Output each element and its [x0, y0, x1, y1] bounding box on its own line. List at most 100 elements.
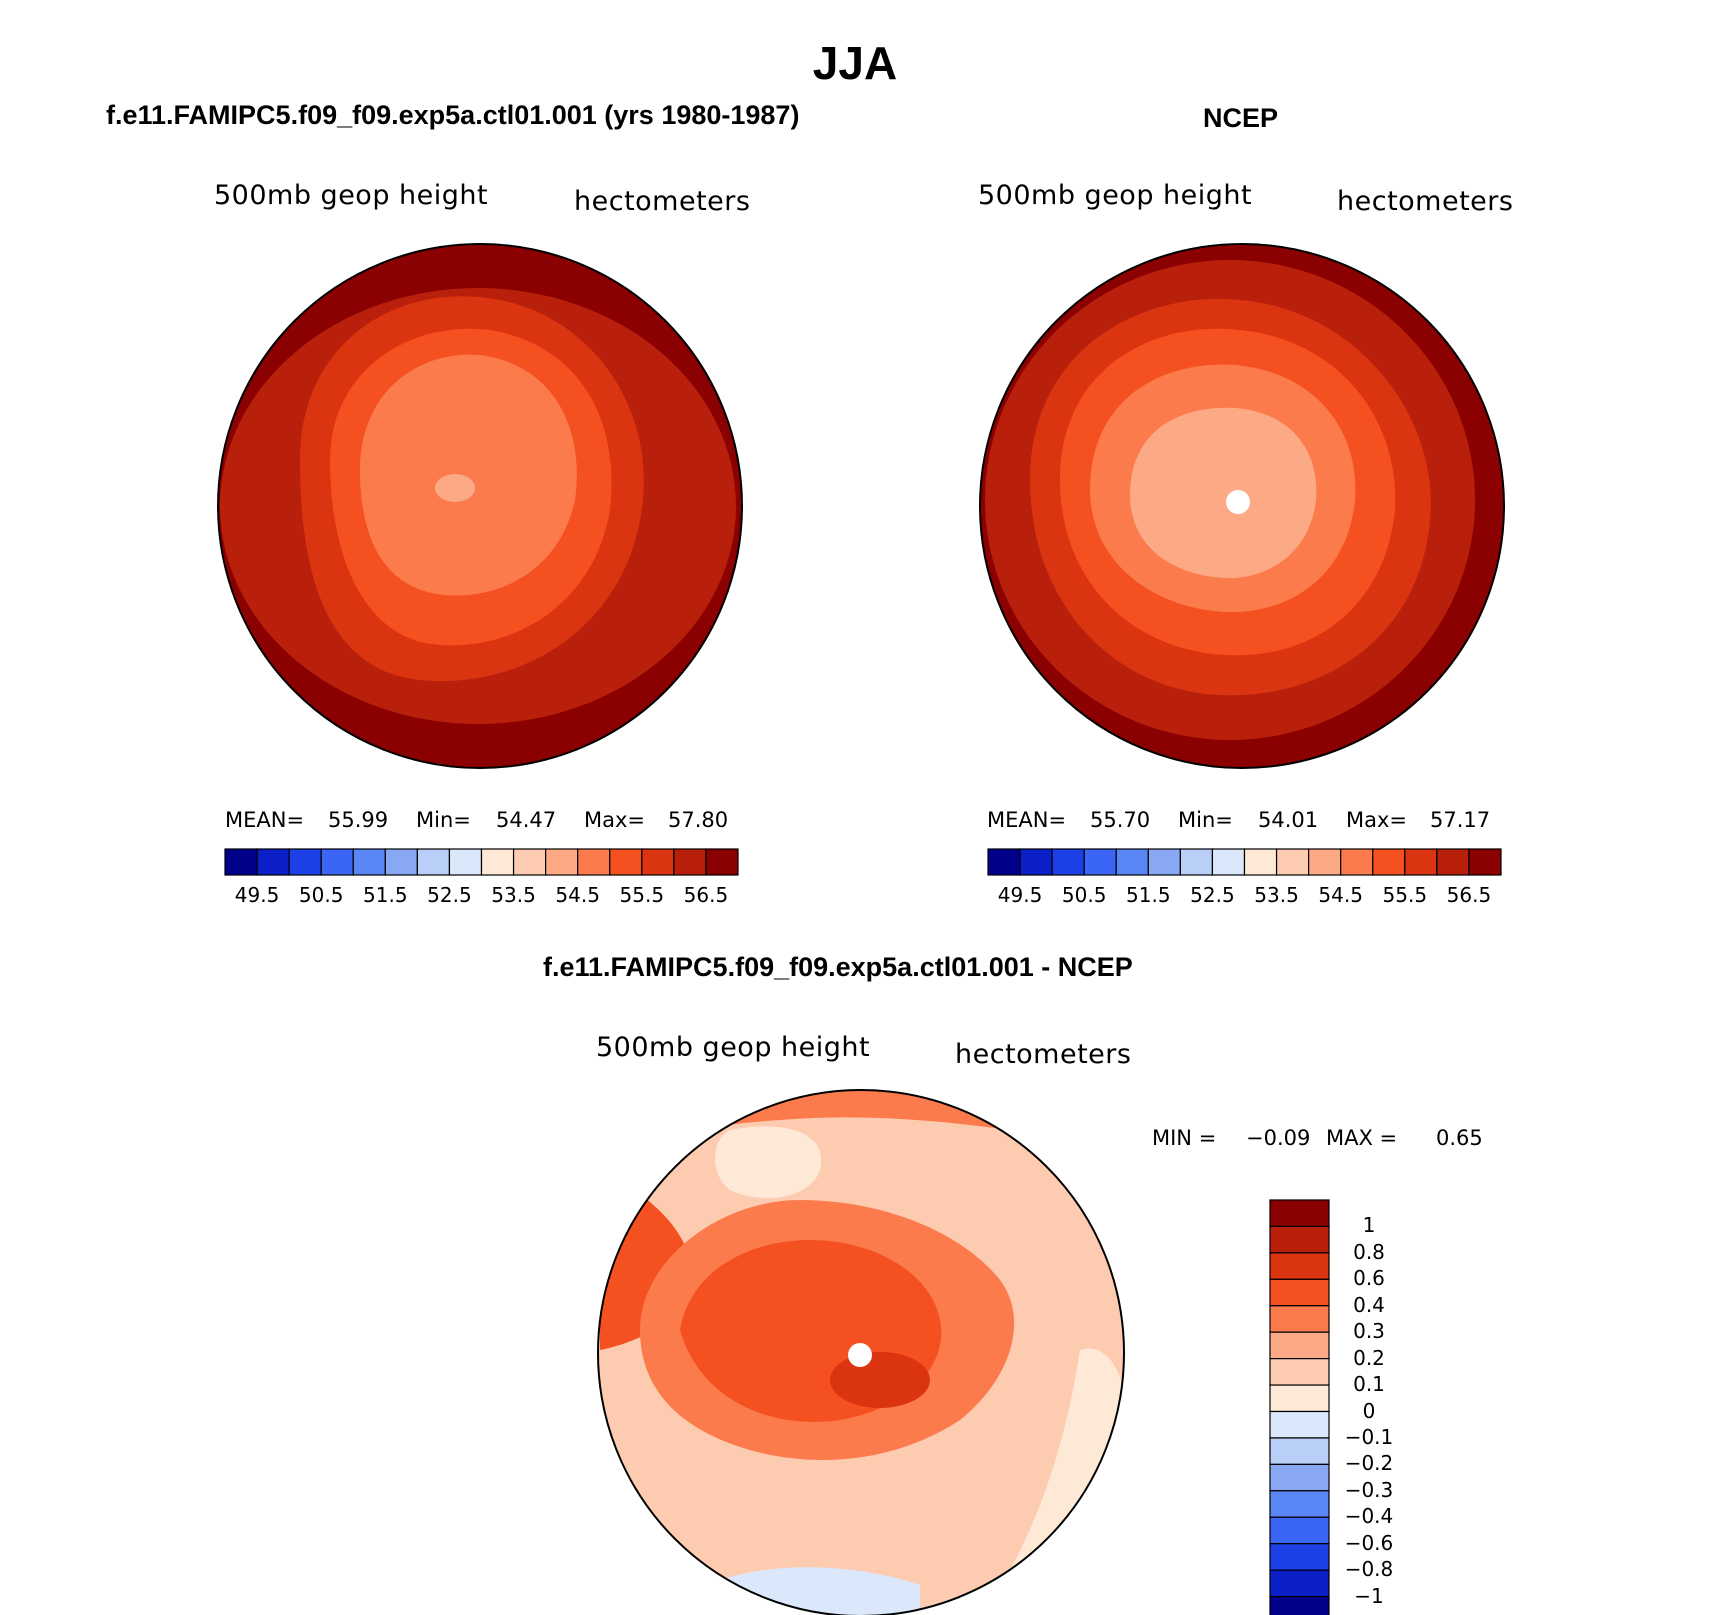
panel-2-title: NCEP: [1203, 103, 1279, 133]
panel-1-colorbar-tick-label: 55.5: [619, 883, 665, 907]
panel-1-mean-label: MEAN=: [225, 808, 305, 832]
panel-2-colorbar-tick-label: 52.5: [1190, 883, 1235, 907]
diff-colorbar-tick-label: −0.4: [1344, 1504, 1394, 1529]
panel-1-colorbar-box: [641, 848, 675, 876]
diff-colorbar-box: [1269, 1225, 1330, 1254]
panel-2-colorbar-box: [1179, 848, 1214, 876]
panel-1-field-label: 500mb geop height: [214, 180, 489, 211]
diff-units-label: hectometers: [955, 1039, 1132, 1070]
panel-2-colorbar-tick-label: 55.5: [1382, 883, 1428, 907]
panel-1-colorbar-tick-label: 52.5: [427, 883, 472, 907]
diff-colorbar-box: [1269, 1384, 1330, 1413]
panel-2-units-label: hectometers: [1337, 186, 1514, 217]
panel-1-colorbar-box: [673, 848, 707, 876]
panel-2-colorbar-tick-label: 54.5: [1318, 883, 1363, 907]
panel-1-colorbar-box: [352, 848, 386, 876]
panel-1-colorbar-box: [384, 848, 418, 876]
panel-2-field-label: 500mb geop height: [978, 180, 1253, 211]
panel-1-colorbar-box: [288, 848, 322, 876]
panel-1-colorbar-tick-label: 51.5: [363, 883, 408, 907]
panel-2-colorbar-tick-label: 56.5: [1446, 883, 1492, 907]
panel-1-min-label: Min=: [416, 808, 471, 832]
panel-1-colorbar-tick-label: 49.5: [234, 883, 280, 907]
panel-2-colorbar-box: [1051, 848, 1085, 876]
diff-colorbar-tick-label: 0.1: [1353, 1372, 1385, 1397]
panel-2-mean-value: 55.70: [1090, 808, 1151, 832]
panel-2-colorbar-tick-label: 51.5: [1126, 883, 1171, 907]
panel-1-mean-value: 55.99: [328, 808, 389, 832]
diff-min-value: −0.09: [1246, 1126, 1311, 1150]
panel-2-min-label: Min=: [1178, 808, 1233, 832]
panel-2-colorbar-box: [1083, 848, 1117, 876]
panel-2-colorbar-box: [1372, 848, 1406, 876]
panel-2-colorbar-box: [1115, 848, 1149, 876]
panel-2-colorbar-tick-label: 49.5: [997, 883, 1043, 907]
panel-1-colorbar-box: [512, 848, 547, 876]
diff-colorbar-box: [1269, 1305, 1330, 1333]
panel-2-colorbar: [987, 848, 1502, 876]
panel-1-colorbar-tick-label: 56.5: [683, 883, 729, 907]
panel-2-colorbar-box: [1211, 848, 1246, 876]
panel-2-colorbar-box: [1308, 848, 1342, 876]
diff-field-label: 500mb geop height: [596, 1032, 871, 1063]
panel-1-colorbar-tick-label: 53.5: [491, 883, 536, 907]
panel-1-title: f.e11.FAMIPC5.f09_f09.exp5a.ctl01.001 (y…: [106, 100, 800, 130]
panel-2-max-value: 57.17: [1430, 808, 1491, 832]
panel-1-colorbar-box: [320, 848, 354, 876]
diff-colorbar-tick-label: 0.4: [1353, 1292, 1385, 1317]
diff-colorbar-box: [1269, 1331, 1330, 1360]
panel-2-colorbar-tick-label: 50.5: [1061, 883, 1107, 907]
panel-1-colorbar-box: [448, 848, 483, 876]
diff-colorbar-box: [1269, 1516, 1330, 1545]
panel-2-colorbar-box: [1147, 848, 1181, 876]
diff-colorbar-tick-label: −0.1: [1344, 1424, 1394, 1449]
panel-1-max-value: 57.80: [668, 808, 729, 832]
diff-colorbar-tick-label: −0.8: [1344, 1557, 1394, 1582]
diff-max-value: 0.65: [1436, 1126, 1483, 1150]
panel-2-colorbar-box: [987, 848, 1021, 876]
panel-1-colorbar-box: [224, 848, 258, 876]
diff-colorbar-box: [1269, 1569, 1330, 1598]
panel-2-colorbar-box: [1340, 848, 1374, 876]
panel-1-min-value: 54.47: [496, 808, 557, 832]
diff-colorbar-box: [1269, 1252, 1330, 1280]
panel-2-colorbar-box: [1404, 848, 1438, 876]
diff-polar-map: [597, 1089, 1125, 1615]
panel-2-colorbar-tick-label: 53.5: [1254, 883, 1299, 907]
panel-1-units-label: hectometers: [574, 186, 751, 217]
panel-1-colorbar-box: [609, 848, 643, 876]
diff-colorbar-tick-label: 1: [1362, 1213, 1376, 1238]
main-title: JJA: [812, 37, 898, 89]
panel-1-colorbar-box: [416, 848, 451, 876]
panel-1-max-label: Max=: [584, 808, 646, 832]
diff-colorbar-tick-label: −0.6: [1344, 1530, 1394, 1555]
panel-1-colorbar: [224, 848, 739, 876]
panel-1-polar-map: [217, 243, 743, 769]
diff-colorbar-tick-label: −0.3: [1344, 1477, 1394, 1502]
panel-1-colorbar-box: [705, 848, 739, 876]
diff-colorbar-tick-label: 0.2: [1353, 1345, 1385, 1370]
panel-2-colorbar-box: [1436, 848, 1470, 876]
panel-1-colorbar-box: [577, 848, 611, 876]
diff-colorbar-box: [1269, 1410, 1330, 1439]
diff-colorbar-tick-label: 0.6: [1353, 1266, 1385, 1291]
panel-2-mean-label: MEAN=: [987, 808, 1067, 832]
diff-panel-title: f.e11.FAMIPC5.f09_f09.exp5a.ctl01.001 - …: [543, 952, 1133, 982]
panel-1-colorbar-box: [545, 848, 579, 876]
diff-min-label: MIN =: [1152, 1126, 1217, 1150]
diff-colorbar-box: [1269, 1490, 1330, 1518]
diff-colorbar-box: [1269, 1358, 1330, 1386]
diff-colorbar-tick-label: 0.3: [1353, 1319, 1385, 1344]
panel-2-colorbar-box: [1275, 848, 1310, 876]
panel-2-colorbar-box: [1243, 848, 1278, 876]
diff-colorbar-tick-label: −0.2: [1344, 1451, 1394, 1476]
diff-colorbar-box: [1269, 1463, 1330, 1492]
panel-2-colorbar-box: [1019, 848, 1053, 876]
panel-1-colorbar-tick-label: 50.5: [298, 883, 344, 907]
diff-colorbar-tick-label: −1: [1354, 1583, 1384, 1608]
diff-colorbar: [1269, 1199, 1330, 1615]
panel-2-max-label: Max=: [1346, 808, 1408, 832]
diff-colorbar-tick-label: 0.8: [1353, 1239, 1385, 1264]
panel-2-min-value: 54.01: [1258, 808, 1319, 832]
